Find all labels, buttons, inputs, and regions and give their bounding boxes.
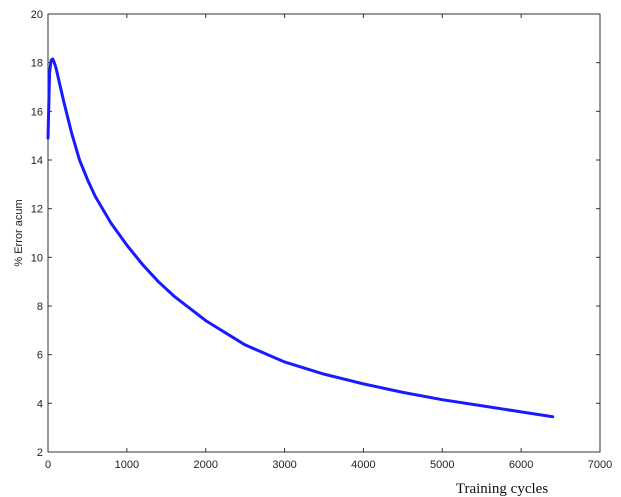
x-tick-label: 0 bbox=[45, 459, 51, 471]
x-tick-label: 6000 bbox=[509, 459, 533, 471]
y-tick-label: 2 bbox=[37, 447, 43, 459]
x-tick-label: 5000 bbox=[430, 459, 454, 471]
y-tick-label: 18 bbox=[31, 58, 43, 70]
x-axis: 0 1000 2000 3000 4000 5000 6000 7000 bbox=[45, 14, 612, 471]
y-tick-label: 14 bbox=[31, 155, 43, 167]
error-curve-line bbox=[46, 57, 555, 419]
x-tick-label: 4000 bbox=[351, 459, 375, 471]
y-tick-label: 10 bbox=[31, 252, 43, 264]
plot-area bbox=[47, 13, 601, 453]
y-axis: 2 4 6 8 10 12 14 16 18 20 bbox=[31, 9, 600, 459]
y-tick-label: 12 bbox=[31, 204, 43, 216]
y-tick-label: 8 bbox=[37, 301, 43, 313]
y-tick-label: 4 bbox=[37, 398, 43, 410]
x-tick-label: 1000 bbox=[115, 459, 139, 471]
x-tick-label: 2000 bbox=[193, 459, 217, 471]
y-tick-label: 6 bbox=[37, 350, 43, 362]
x-axis-label: Training cycles bbox=[456, 481, 549, 497]
x-tick-label: 3000 bbox=[272, 459, 296, 471]
x-tick-label: 7000 bbox=[588, 459, 612, 471]
y-tick-label: 20 bbox=[31, 9, 43, 21]
y-axis-label: % Error acum bbox=[13, 199, 25, 266]
y-tick-label: 16 bbox=[31, 106, 43, 118]
